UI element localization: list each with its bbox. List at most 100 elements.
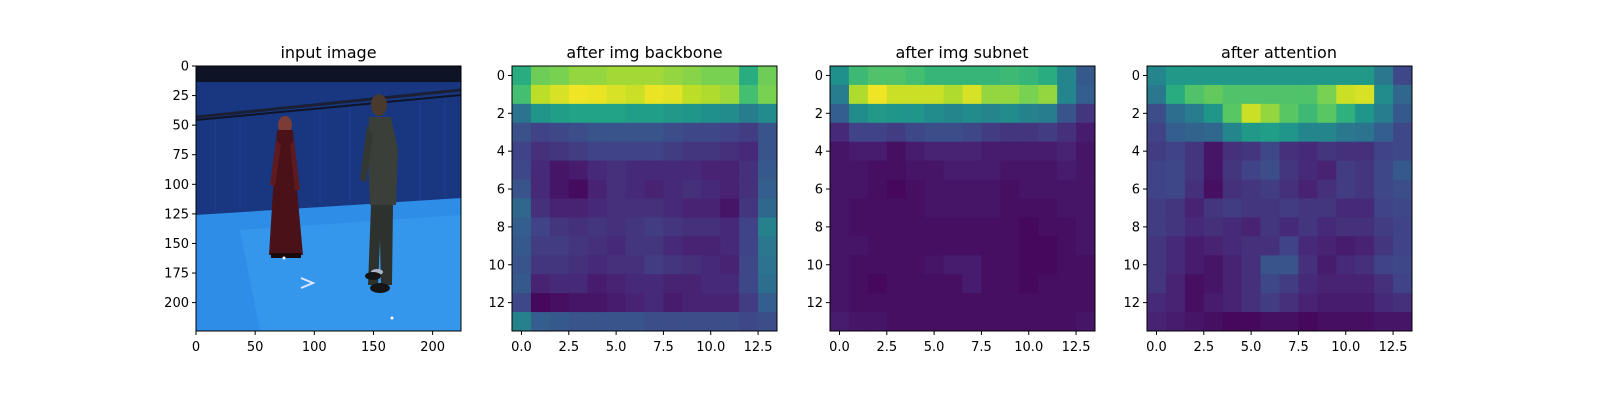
- heatmap-cell: [1184, 141, 1205, 162]
- heatmap-cell: [1000, 274, 1020, 294]
- heatmap-cell: [1184, 274, 1205, 294]
- y-tick-label: 25: [172, 89, 189, 104]
- heatmap-cell: [1038, 293, 1058, 313]
- heatmap-cell: [1019, 255, 1039, 275]
- heatmap-cell: [1241, 217, 1261, 237]
- heatmap-cell: [867, 312, 888, 332]
- heatmap-cell: [886, 66, 907, 86]
- heatmap-cell: [701, 236, 721, 256]
- heatmap-cell: [682, 179, 702, 199]
- heatmap-cell: [1374, 179, 1394, 199]
- heatmap-cell: [1184, 217, 1205, 237]
- heatmap-cell: [701, 217, 721, 237]
- heatmap-cell: [1317, 293, 1337, 313]
- x-tick-label: 2.5: [876, 340, 897, 355]
- heatmap-cell: [701, 122, 721, 143]
- heatmap-cell: [1203, 160, 1224, 180]
- heatmap-cell: [962, 198, 982, 218]
- heatmap-cell: [1147, 103, 1167, 124]
- heatmap-cell: [1241, 312, 1261, 332]
- heatmap-cell: [1019, 293, 1039, 313]
- heatmap-cell: [720, 312, 740, 332]
- heatmap-cell: [1057, 274, 1077, 294]
- x-ticks: 0.0 2.5 5.0 7.5 10.0 12.5: [1146, 331, 1408, 355]
- heatmap-cell: [758, 160, 778, 180]
- studio-rig: [196, 66, 461, 82]
- heatmap-cell: [1165, 141, 1186, 162]
- heatmap-cell: [568, 141, 589, 162]
- y-tick-label: 10: [1123, 258, 1140, 273]
- heatmap-cell: [1374, 293, 1394, 313]
- heatmap-cell: [867, 84, 888, 105]
- heatmap-cell: [606, 293, 626, 313]
- heatmap-cell: [1019, 141, 1039, 162]
- heatmap-cell: [1203, 179, 1224, 199]
- heatmap-cell: [1336, 198, 1356, 218]
- x-ticks: 0.0 2.5 5.0 7.5 10.0 12.5: [511, 331, 773, 355]
- input-image: [196, 66, 461, 331]
- heatmap-cell: [1298, 141, 1318, 162]
- heatmap-cell: [867, 198, 888, 218]
- x-tick-label: 150: [361, 340, 386, 355]
- heatmap-cell: [587, 103, 608, 124]
- heatmap-cell: [867, 236, 888, 256]
- heatmap-cell: [739, 198, 759, 218]
- heatmap-cell: [1184, 312, 1205, 332]
- heatmap-cell: [830, 312, 850, 332]
- heatmap-cell: [1057, 236, 1077, 256]
- heatmap-cell: [886, 274, 907, 294]
- heatmap-cell: [1374, 103, 1394, 124]
- heatmap-cell: [1317, 312, 1337, 332]
- heatmap-cell: [1038, 141, 1058, 162]
- heatmap-cell: [606, 103, 626, 124]
- heatmap-cell: [1336, 217, 1356, 237]
- heatmap-cell: [830, 274, 850, 294]
- heatmap-cell: [1317, 198, 1337, 218]
- heatmap-cell: [1000, 66, 1020, 86]
- heatmap-cell: [512, 141, 532, 162]
- heatmap-cell: [606, 312, 626, 332]
- heatmap-cell: [720, 141, 740, 162]
- y-tick-label: 100: [164, 178, 189, 193]
- heatmap-cell: [1038, 66, 1058, 86]
- y-ticks: 0 2 4 6 8 10 12: [1123, 69, 1147, 311]
- x-tick-label: 5.0: [606, 340, 627, 355]
- y-tick-label: 6: [815, 183, 823, 198]
- heatmap-cell: [758, 141, 778, 162]
- heatmap-cell: [663, 217, 683, 237]
- heatmap-cell: [1298, 160, 1318, 180]
- floor-dot: [282, 256, 286, 260]
- heatmap-cell: [1057, 141, 1077, 162]
- heatmap-cell: [924, 274, 944, 294]
- heatmap-cell: [924, 236, 944, 256]
- heatmap-cell: [739, 84, 759, 105]
- heatmap-cell: [758, 312, 778, 332]
- heatmap-cell: [1000, 312, 1020, 332]
- heatmap-cell: [1165, 160, 1186, 180]
- heatmap-cell: [625, 236, 645, 256]
- heatmap-cell: [720, 198, 740, 218]
- heatmap-cell: [625, 255, 645, 275]
- heatmap-cell: [1336, 179, 1356, 199]
- heatmap-cell: [739, 255, 759, 275]
- heatmap-cell: [1279, 160, 1299, 180]
- heatmap-cell: [663, 84, 683, 105]
- heatmap-cell: [1374, 312, 1394, 332]
- heatmap-cell: [1374, 198, 1394, 218]
- heatmap-cell: [1000, 103, 1020, 124]
- x-tick-label: 5.0: [924, 340, 945, 355]
- heatmap-cell: [905, 179, 926, 199]
- heatmap-cell: [1298, 293, 1318, 313]
- heatmap-cell: [1241, 179, 1261, 199]
- heatmap-cell: [962, 293, 982, 313]
- heatmap-cell: [1355, 312, 1375, 332]
- heatmap-cell: [682, 122, 702, 143]
- heatmap-cell: [1000, 122, 1020, 143]
- heatmap-cell: [981, 217, 1001, 237]
- heatmap-cell: [1222, 160, 1243, 180]
- heatmap-cell: [924, 312, 944, 332]
- rig-truss: [196, 94, 461, 121]
- heatmap-cell: [568, 293, 589, 313]
- heatmap-cell: [1222, 84, 1243, 105]
- heatmap-cell: [1374, 66, 1394, 86]
